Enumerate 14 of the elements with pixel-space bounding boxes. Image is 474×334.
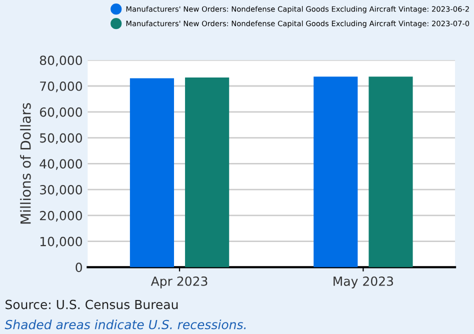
y-tick-label: 70,000 xyxy=(40,81,82,92)
y-tick-label: 80,000 xyxy=(40,56,82,66)
y-tick-label: 30,000 xyxy=(40,185,82,196)
source-note: Source: U.S. Census Bureau xyxy=(6,300,178,310)
y-tick-label: 50,000 xyxy=(40,133,82,144)
y-tick-label: 0 xyxy=(76,262,82,272)
y-tick-label: 40,000 xyxy=(40,159,82,170)
text: Shaded areas indicate U.S. recessions. xyxy=(4,320,246,330)
y-tick-label: 10,000 xyxy=(40,236,82,248)
y-axis-title: Millions of Dollars xyxy=(20,103,31,224)
x-tick-label: May 2023 xyxy=(334,276,394,288)
y-tick-label: 20,000 xyxy=(40,210,82,222)
y-tick-label: 60,000 xyxy=(40,107,82,118)
x-tick-label: Apr 2023 xyxy=(150,276,208,288)
